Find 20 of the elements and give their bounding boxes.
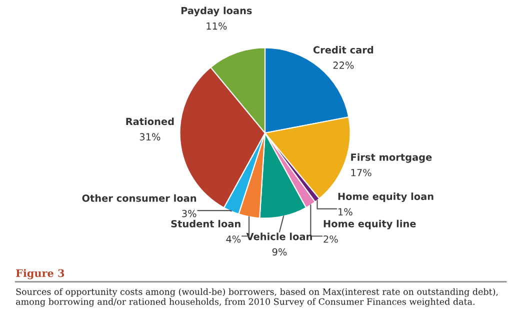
data-label: 1% xyxy=(338,208,352,216)
slice-label: Credit card xyxy=(313,46,374,54)
slice-label: First mortgage xyxy=(351,153,432,163)
slice-label: Rationed xyxy=(126,118,174,126)
data-label: 17% xyxy=(351,168,372,176)
data-label: 3% xyxy=(182,210,196,218)
slice-label: Student loan xyxy=(171,220,240,228)
data-label: 22% xyxy=(333,62,354,69)
data-label: 9% xyxy=(272,248,287,256)
data-label: 2% xyxy=(324,235,338,243)
data-label: 31% xyxy=(140,133,160,141)
source-note: Sources of opportunity costs among (would-be) borrowers, based on Max(interest rate on outstanding debt), among borrowing and/or rationed households, from 2010 Survey of Consumer Finances weighted data. xyxy=(16,288,498,307)
caption: Figure 3 xyxy=(16,269,64,280)
slice-label: Vehicle loan xyxy=(246,232,312,240)
data-label: 4% xyxy=(226,235,241,243)
slice-label: Home equity line xyxy=(324,220,416,230)
data-label: 11% xyxy=(206,22,227,30)
slice-label: Other consumer loan xyxy=(82,194,196,202)
slice-label: Home equity loan xyxy=(338,192,434,202)
slice-label: Payday loans xyxy=(181,6,252,16)
